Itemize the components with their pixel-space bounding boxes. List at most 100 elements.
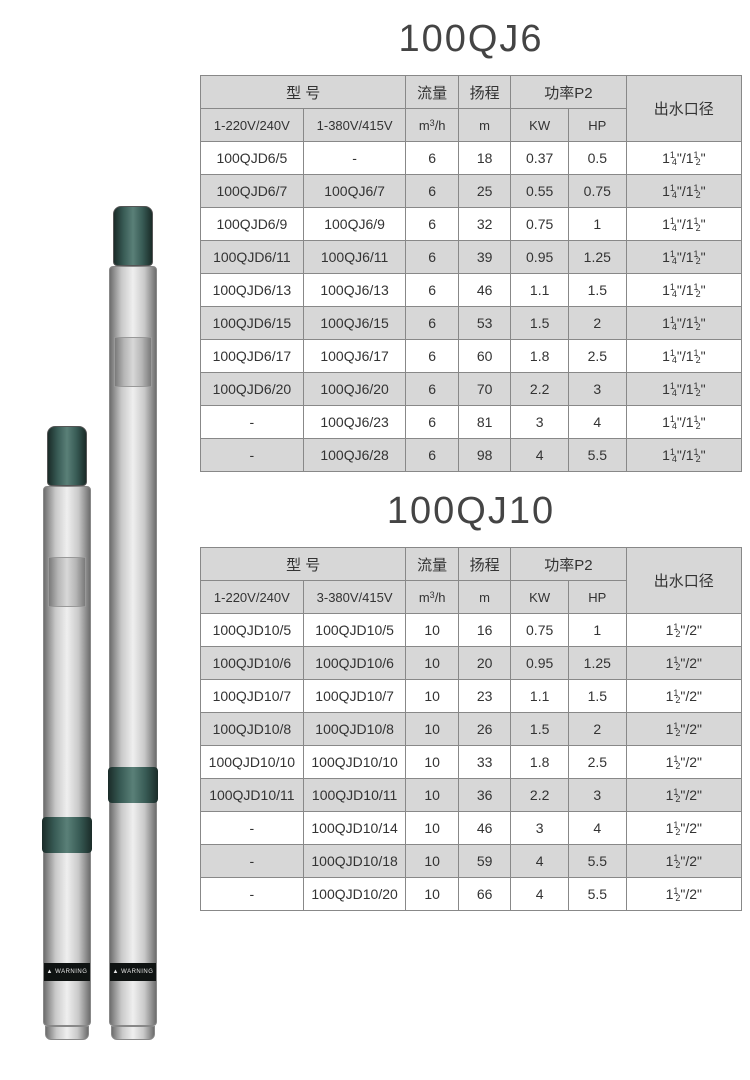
table-row: 100QJD6/9100QJ6/96320.751114"/112" (201, 208, 742, 241)
th-model: 型 号 (201, 548, 406, 581)
cell-kw: 3 (511, 406, 569, 439)
pump-band-icon (42, 817, 92, 853)
cell-outlet: 112"/2" (626, 878, 741, 911)
cell-model1: - (201, 406, 304, 439)
cell-model2: 100QJD10/7 (303, 680, 406, 713)
cell-model1: 100QJD10/7 (201, 680, 304, 713)
table-row: 100QJD6/13100QJ6/136461.11.5114"/112" (201, 274, 742, 307)
table-row: 100QJD6/5-6180.370.5114"/112" (201, 142, 742, 175)
cell-model1: 100QJD10/10 (201, 746, 304, 779)
cell-outlet: 114"/112" (626, 208, 741, 241)
cell-model1: - (201, 812, 304, 845)
cell-outlet: 112"/2" (626, 812, 741, 845)
cell-model1: 100QJD6/17 (201, 340, 304, 373)
cell-hp: 5.5 (568, 439, 626, 472)
cell-head: 32 (458, 208, 510, 241)
cell-kw: 4 (511, 878, 569, 911)
cell-model1: 100QJD10/5 (201, 614, 304, 647)
cell-flow: 10 (406, 647, 458, 680)
cell-hp: 1.25 (568, 241, 626, 274)
cell-outlet: 114"/112" (626, 439, 741, 472)
cell-flow: 6 (406, 307, 458, 340)
cell-model2: 100QJ6/7 (303, 175, 406, 208)
cell-outlet: 112"/2" (626, 746, 741, 779)
cell-model2: - (303, 142, 406, 175)
pump-warning-text: ▲ WARNING (110, 963, 156, 981)
th-head: 扬程 (458, 76, 510, 109)
cell-outlet: 114"/112" (626, 373, 741, 406)
th-model-sub2: 1-380V/415V (303, 109, 406, 142)
pump-foot (45, 1026, 89, 1040)
th-power: 功率P2 (511, 548, 626, 581)
tables-column: 100QJ6型 号流量扬程功率P2出水口径1-220V/240V1-380V/4… (200, 0, 750, 1080)
table-row: 100QJD10/11100QJD10/1110362.23112"/2" (201, 779, 742, 812)
cell-outlet: 114"/112" (626, 142, 741, 175)
table-row: -100QJ6/2368134114"/112" (201, 406, 742, 439)
cell-hp: 5.5 (568, 845, 626, 878)
cell-outlet: 114"/112" (626, 406, 741, 439)
th-flow: 流量 (406, 548, 458, 581)
cell-kw: 0.37 (511, 142, 569, 175)
th-head-unit: m (458, 109, 510, 142)
cell-kw: 4 (511, 845, 569, 878)
cell-head: 70 (458, 373, 510, 406)
cell-outlet: 114"/112" (626, 340, 741, 373)
cell-head: 20 (458, 647, 510, 680)
th-hp: HP (568, 109, 626, 142)
cell-model2: 100QJ6/28 (303, 439, 406, 472)
cell-hp: 1.25 (568, 647, 626, 680)
cell-head: 18 (458, 142, 510, 175)
th-flow-unit: m3/h (406, 109, 458, 142)
table-row: 100QJD6/7100QJ6/76250.550.75114"/112" (201, 175, 742, 208)
cell-head: 33 (458, 746, 510, 779)
table-row: 100QJD10/7100QJD10/710231.11.5112"/2" (201, 680, 742, 713)
cell-flow: 6 (406, 439, 458, 472)
cell-flow: 10 (406, 680, 458, 713)
table-row: 100QJD6/11100QJ6/116390.951.25114"/112" (201, 241, 742, 274)
cell-hp: 1 (568, 614, 626, 647)
cell-model2: 100QJ6/9 (303, 208, 406, 241)
cell-model1: 100QJD6/13 (201, 274, 304, 307)
cell-kw: 2.2 (511, 373, 569, 406)
cell-model1: 100QJD6/9 (201, 208, 304, 241)
cell-model1: 100QJD6/20 (201, 373, 304, 406)
cell-model1: 100QJD6/15 (201, 307, 304, 340)
th-kw: KW (511, 109, 569, 142)
cell-head: 16 (458, 614, 510, 647)
cell-model2: 100QJ6/13 (303, 274, 406, 307)
cell-flow: 6 (406, 373, 458, 406)
cell-kw: 0.75 (511, 614, 569, 647)
cell-hp: 2 (568, 713, 626, 746)
cell-flow: 10 (406, 878, 458, 911)
cell-hp: 4 (568, 406, 626, 439)
cell-kw: 1.8 (511, 340, 569, 373)
cell-model2: 100QJD10/20 (303, 878, 406, 911)
cell-outlet: 114"/112" (626, 274, 741, 307)
cell-head: 53 (458, 307, 510, 340)
table-row: 100QJD10/6100QJD10/610200.951.25112"/2" (201, 647, 742, 680)
cell-model2: 100QJ6/11 (303, 241, 406, 274)
cell-hp: 2 (568, 307, 626, 340)
cell-model1: 100QJD6/5 (201, 142, 304, 175)
cell-model1: - (201, 845, 304, 878)
spec-table: 型 号流量扬程功率P2出水口径1-220V/240V3-380V/415Vm3/… (200, 547, 742, 911)
cell-hp: 2.5 (568, 340, 626, 373)
cell-model1: 100QJD10/6 (201, 647, 304, 680)
table-title: 100QJ10 (200, 472, 742, 547)
cell-outlet: 112"/2" (626, 680, 741, 713)
cell-kw: 0.95 (511, 647, 569, 680)
cell-head: 46 (458, 274, 510, 307)
th-head-unit: m (458, 581, 510, 614)
cell-head: 81 (458, 406, 510, 439)
table-row: 100QJD10/5100QJD10/510160.751112"/2" (201, 614, 742, 647)
cell-model2: 100QJ6/17 (303, 340, 406, 373)
th-kw: KW (511, 581, 569, 614)
cell-flow: 10 (406, 746, 458, 779)
cell-head: 36 (458, 779, 510, 812)
cell-hp: 5.5 (568, 878, 626, 911)
cell-outlet: 112"/2" (626, 713, 741, 746)
cell-outlet: 112"/2" (626, 845, 741, 878)
cell-flow: 10 (406, 614, 458, 647)
pump-body: ▲ WARNING (43, 486, 91, 1026)
th-hp: HP (568, 581, 626, 614)
